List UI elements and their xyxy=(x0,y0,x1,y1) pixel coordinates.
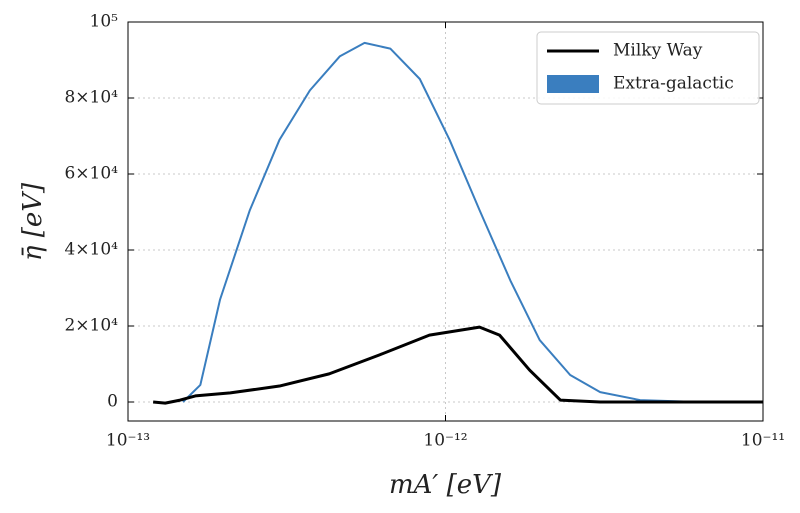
x-tick-label: 10⁻¹² xyxy=(423,431,467,451)
series-line xyxy=(152,325,763,405)
y-tick-label: 2×10⁴ xyxy=(64,316,118,336)
y-tick-label: 4×10⁴ xyxy=(64,240,118,260)
x-tick-label: 10⁻¹¹ xyxy=(741,431,785,451)
y-tick-label: 0 xyxy=(107,392,118,412)
y-tick-label: 6×10⁴ xyxy=(64,164,118,184)
legend-label: Milky Way xyxy=(613,41,703,61)
legend-patch xyxy=(547,75,599,93)
plot-frame xyxy=(127,21,764,422)
y-tick-label: 8×10⁴ xyxy=(64,88,118,108)
y-tick-label: 10⁵ xyxy=(90,12,119,32)
x-tick-label: 10⁻¹³ xyxy=(106,431,150,451)
legend-label: Extra-galactic xyxy=(613,74,734,94)
y-axis-label: η̄ [eV] xyxy=(18,182,48,261)
series-line xyxy=(182,41,763,403)
x-axis-label: mA′ [eV] xyxy=(389,470,502,500)
